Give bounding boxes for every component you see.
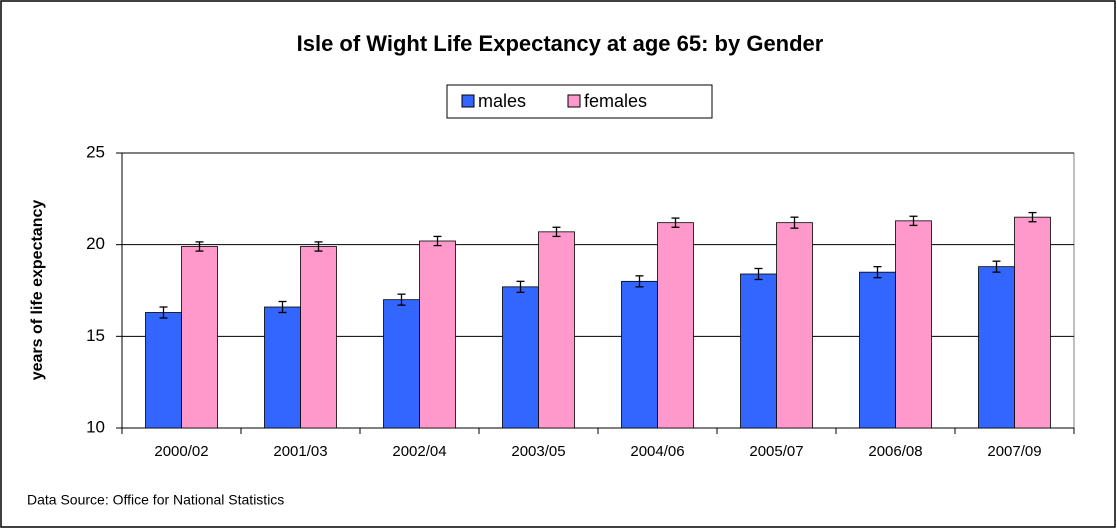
error-bar [195, 241, 204, 252]
legend-label: females [584, 91, 647, 111]
y-tick-label: 15 [86, 326, 105, 345]
error-bar [671, 217, 680, 228]
error-bar [516, 280, 525, 293]
y-tick-label: 25 [86, 142, 105, 161]
bar [657, 222, 694, 429]
error-bar [314, 241, 323, 252]
error-bar [790, 216, 799, 229]
source-note: Data Source: Office for National Statist… [27, 492, 284, 508]
x-tick-label: 2004/06 [630, 443, 684, 460]
bar [978, 266, 1015, 429]
x-tick-label: 2005/07 [749, 443, 803, 460]
legend-swatch [461, 94, 475, 108]
bar [538, 231, 575, 429]
error-bar [552, 226, 561, 238]
legend-swatch [567, 94, 581, 108]
x-tick-label: 2003/05 [511, 443, 565, 460]
bar [300, 246, 337, 429]
bar [383, 299, 420, 429]
bar [264, 306, 301, 429]
y-axis-label: years of life expectancy [29, 200, 46, 381]
bar [502, 286, 539, 429]
bar [1014, 216, 1051, 429]
bar [621, 280, 658, 429]
error-bar [159, 306, 168, 319]
bar [895, 220, 932, 429]
error-bar [635, 275, 644, 288]
x-tick-label: 2002/04 [392, 443, 446, 460]
x-tick-label: 2006/08 [868, 443, 922, 460]
error-bar [909, 215, 918, 227]
error-bar [1028, 211, 1037, 223]
error-bar [992, 260, 1001, 273]
bar [776, 222, 813, 429]
error-bar [433, 235, 442, 247]
error-bar [873, 266, 882, 279]
error-bar [754, 267, 763, 281]
chart-title: Isle of Wight Life Expectancy at age 65:… [297, 31, 824, 56]
y-tick-label: 20 [86, 234, 105, 253]
x-tick-label: 2001/03 [273, 443, 327, 460]
x-tick-label: 2007/09 [987, 443, 1041, 460]
x-tick-label: 2000/02 [154, 443, 208, 460]
bar [859, 271, 896, 429]
bar [740, 273, 777, 429]
bar [419, 240, 456, 429]
bar [181, 246, 218, 429]
y-tick-label: 10 [86, 417, 105, 436]
error-bar [278, 300, 287, 314]
legend-label: males [478, 91, 526, 111]
bar [145, 312, 182, 429]
error-bar [397, 293, 406, 306]
